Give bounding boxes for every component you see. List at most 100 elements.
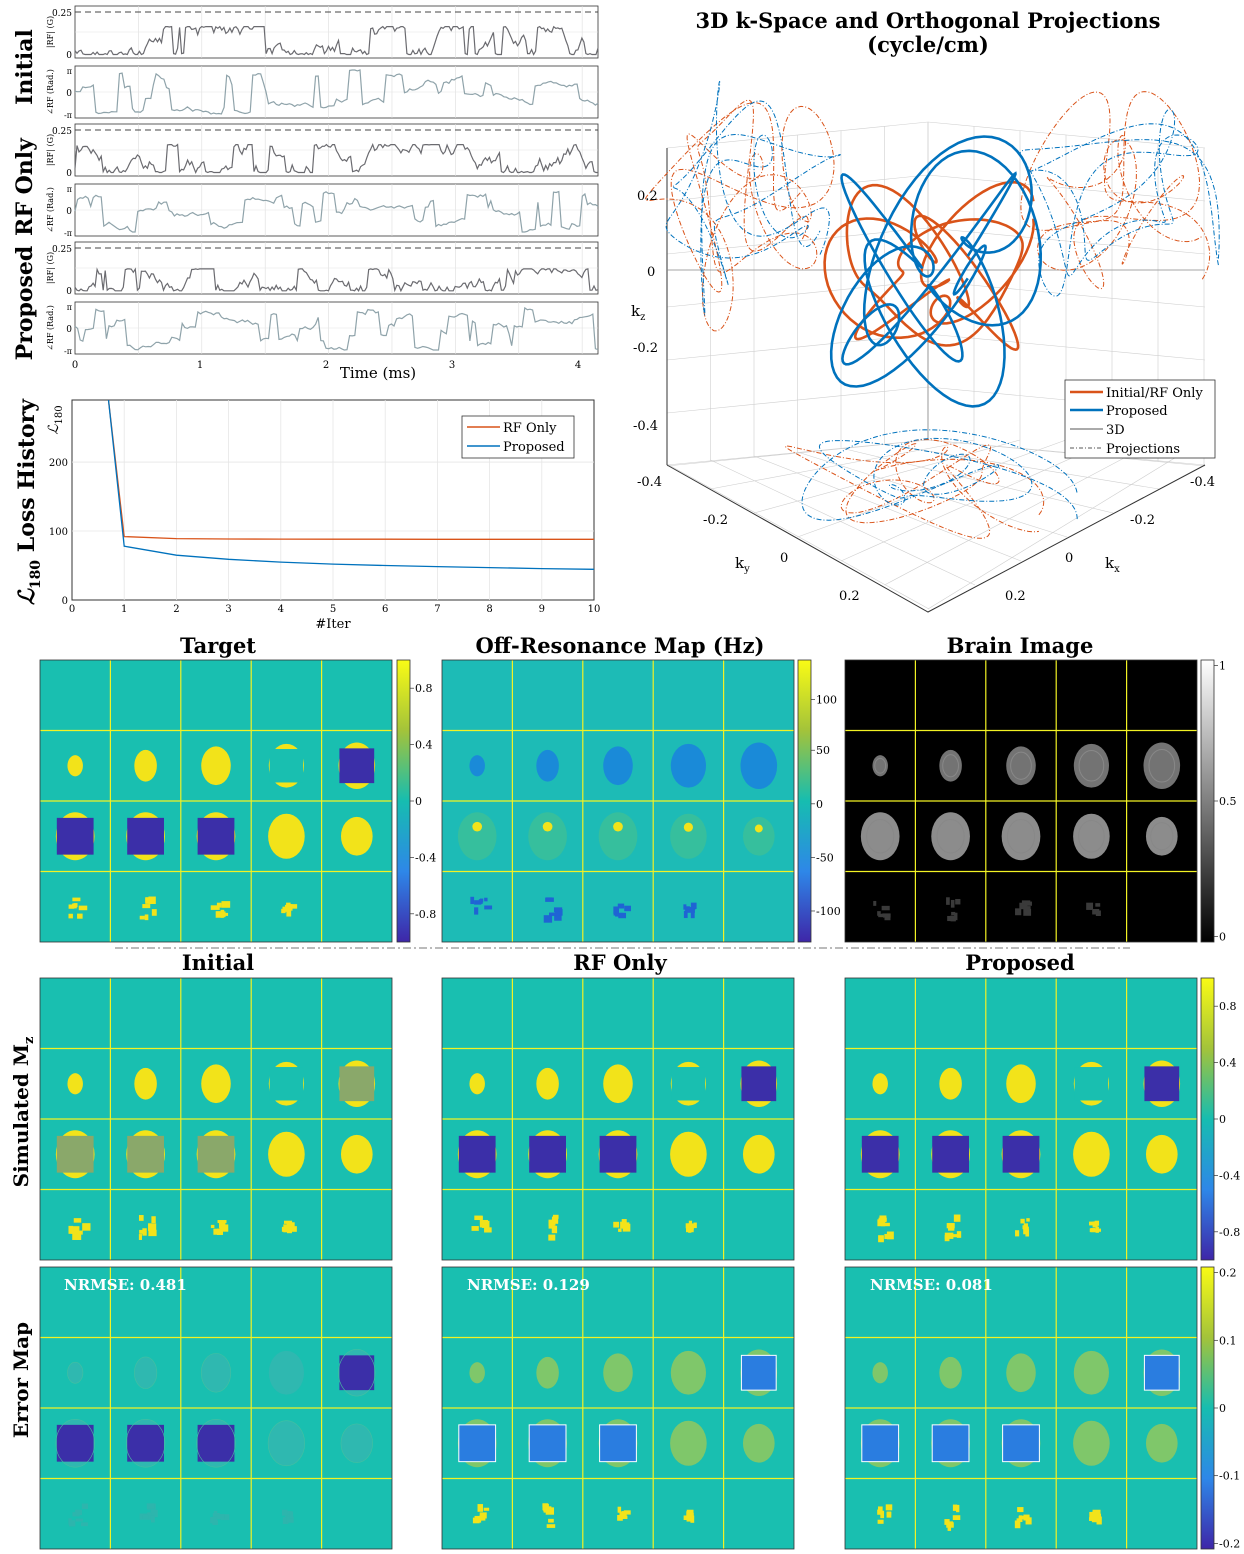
rf-magnitude-trace <box>74 25 599 56</box>
colorbar-brain-tick: 0 <box>1219 930 1226 943</box>
legend-proposed-k: Proposed <box>1106 404 1168 419</box>
rf-phase-trace <box>74 306 599 351</box>
colorbar-error-tick: -0.2 <box>1219 1537 1240 1550</box>
kspace-box-grid <box>666 121 1206 613</box>
loss-xtick: 10 <box>588 604 601 615</box>
map-panel-target <box>39 659 393 943</box>
nrmse-rf-only: NRMSE: 0.129 <box>467 1276 590 1294</box>
rf-xtick: 2 <box>323 360 329 371</box>
loss-ytick: 100 <box>49 527 68 538</box>
loss-xtick: 0 <box>69 604 75 615</box>
projection-left-proposed <box>665 80 842 316</box>
rf-phase-trace <box>74 190 599 233</box>
colorbar-simulated-tick: 0.4 <box>1219 1057 1237 1070</box>
trajectory-initial <box>823 180 1036 352</box>
colorbar-simulated: 0.8 0.4 0 -0.4 -0.8 <box>1200 977 1240 1261</box>
kx-tick--0.4: -0.4 <box>1190 475 1215 490</box>
map-panel-brain <box>844 659 1198 943</box>
rf-time-xlabel: Time (ms) <box>340 364 416 382</box>
rf-mag-tick-zero: 0 <box>66 287 72 297</box>
kspace-legend: Initial/RF Only Proposed 3D Projections <box>1064 379 1216 459</box>
colorbar-target-tick: -0.4 <box>415 851 436 864</box>
ky-tick--0.4: -0.4 <box>637 475 662 490</box>
colorbar-error-tick: 0 <box>1219 1402 1226 1415</box>
colorbar-simulated-tick: 0 <box>1219 1113 1226 1126</box>
loss-xtick: 1 <box>121 604 127 615</box>
projection-floor-initial <box>784 438 1045 539</box>
loss-ytick: 0 <box>62 596 68 607</box>
kz-tick--0.2: -0.2 <box>633 341 658 356</box>
colorbar-target-tick: 0.8 <box>415 682 433 695</box>
legend-projections: Projections <box>1106 442 1180 457</box>
loss-xtick: 3 <box>225 604 231 615</box>
rf-phase-tick-minus-pi: -π <box>64 111 72 120</box>
loss-ylabel: ℒ180 <box>46 405 65 434</box>
map-panel-sim-2 <box>844 977 1198 1261</box>
colorbar-brain-tick: 1 <box>1219 660 1226 673</box>
title-proposed: Proposed <box>965 950 1075 975</box>
kz-ticks: 0.2 0 -0.2 -0.4 <box>633 189 658 434</box>
ky-ticks: -0.4 -0.2 0 0.2 <box>637 475 860 604</box>
projection-right-proposed <box>1019 108 1220 297</box>
loss-xtick: 4 <box>278 604 284 615</box>
rf-xtick: 1 <box>197 360 203 371</box>
kx-tick-0: 0 <box>1065 551 1073 566</box>
nrmse-initial: NRMSE: 0.481 <box>64 1276 187 1294</box>
image-maps-figure: Target Off-Resonance Map (Hz) Brain Imag… <box>9 633 1240 1550</box>
row-label-error-map: Error Map <box>9 1322 33 1438</box>
kspace-title-line2: (cycle/cm) <box>867 32 989 57</box>
legend-proposed: Proposed <box>503 440 565 455</box>
colorbar-brain-tick: 0.5 <box>1219 795 1237 808</box>
rf-mag-ylabel: |RF| (G) <box>46 16 55 48</box>
loss-series-proposed <box>107 399 595 570</box>
rf-xticks: 0 1 2 3 4 <box>72 360 581 371</box>
loss-xtick: 2 <box>173 604 179 615</box>
rf-phase-tick-pi: π <box>67 67 72 76</box>
rf-mag-tick-top: 0.25 <box>52 9 72 19</box>
colorbar-offres-tick: 50 <box>816 744 830 757</box>
rf-mag-tick-top: 0.25 <box>52 127 72 137</box>
rf-mag-tick-zero: 0 <box>66 51 72 61</box>
rf-phase-tick-zero: 0 <box>66 207 72 217</box>
rf-phase-tick-pi: π <box>67 185 72 194</box>
group-label-proposed: Proposed <box>12 246 38 361</box>
loss-title: ℒ180 Loss History <box>14 398 44 605</box>
loss-xtick: 9 <box>539 604 545 615</box>
colorbar-target: 0.8 0.4 0 -0.4 -0.8 <box>396 659 436 943</box>
map-panel-err-2 <box>844 1266 1198 1550</box>
loss-xlabel: #Iter <box>315 617 351 632</box>
colorbar-offres-tick: -50 <box>816 851 834 864</box>
loss-ytick: 200 <box>49 458 68 469</box>
rf-xtick: 3 <box>449 360 455 371</box>
colorbar-simulated-tick: -0.8 <box>1219 1226 1240 1239</box>
kx-label: kx <box>1105 554 1120 575</box>
colorbar-target-tick: 0 <box>415 795 422 808</box>
title-offres: Off-Resonance Map (Hz) <box>476 633 765 658</box>
title-brain: Brain Image <box>947 633 1094 658</box>
map-panel-offres <box>441 659 795 943</box>
kspace-title-line1: 3D k-Space and Orthogonal Projections <box>696 8 1161 33</box>
rf-phase-tick-minus-pi: -π <box>64 347 72 356</box>
colorbar-offres-tick: 0 <box>816 798 823 811</box>
projection-left-initial <box>644 99 835 332</box>
legend-3d: 3D <box>1106 423 1125 438</box>
colorbar-error-tick: 0.1 <box>1219 1334 1237 1347</box>
title-rf-only: RF Only <box>573 950 667 975</box>
projection-floor-proposed <box>801 429 1078 521</box>
rf-mag-ylabel: |RF| (G) <box>46 252 55 284</box>
map-panel-err-1 <box>441 1266 795 1550</box>
rf-mag-ylabel: |RF| (G) <box>46 134 55 166</box>
title-target: Target <box>180 633 256 658</box>
legend-initial-rf-only: Initial/RF Only <box>1106 386 1203 401</box>
loss-history-chart: ℒ180 Loss History ℒ180 0 1 2 3 4 5 6 7 8 9 1001002… <box>14 398 601 632</box>
colorbar-offres-tick: -100 <box>816 905 841 918</box>
rf-phase-ylabel: ∠RF (Rad.) <box>46 305 55 351</box>
colorbar-simulated-tick: 0.8 <box>1219 1000 1237 1013</box>
ky-tick-0.2: 0.2 <box>839 589 860 604</box>
rf-xtick: 4 <box>575 360 581 371</box>
kz-tick--0.4: -0.4 <box>633 419 658 434</box>
row-label-simulated-mz: Simulated Mz <box>9 1037 37 1188</box>
colorbar-error: 0.2 0.1 0 -0.1 -0.2 <box>1200 1266 1240 1550</box>
colorbar-error-tick: -0.1 <box>1219 1470 1240 1483</box>
colorbar-brain: 10.50 <box>1200 659 1237 943</box>
